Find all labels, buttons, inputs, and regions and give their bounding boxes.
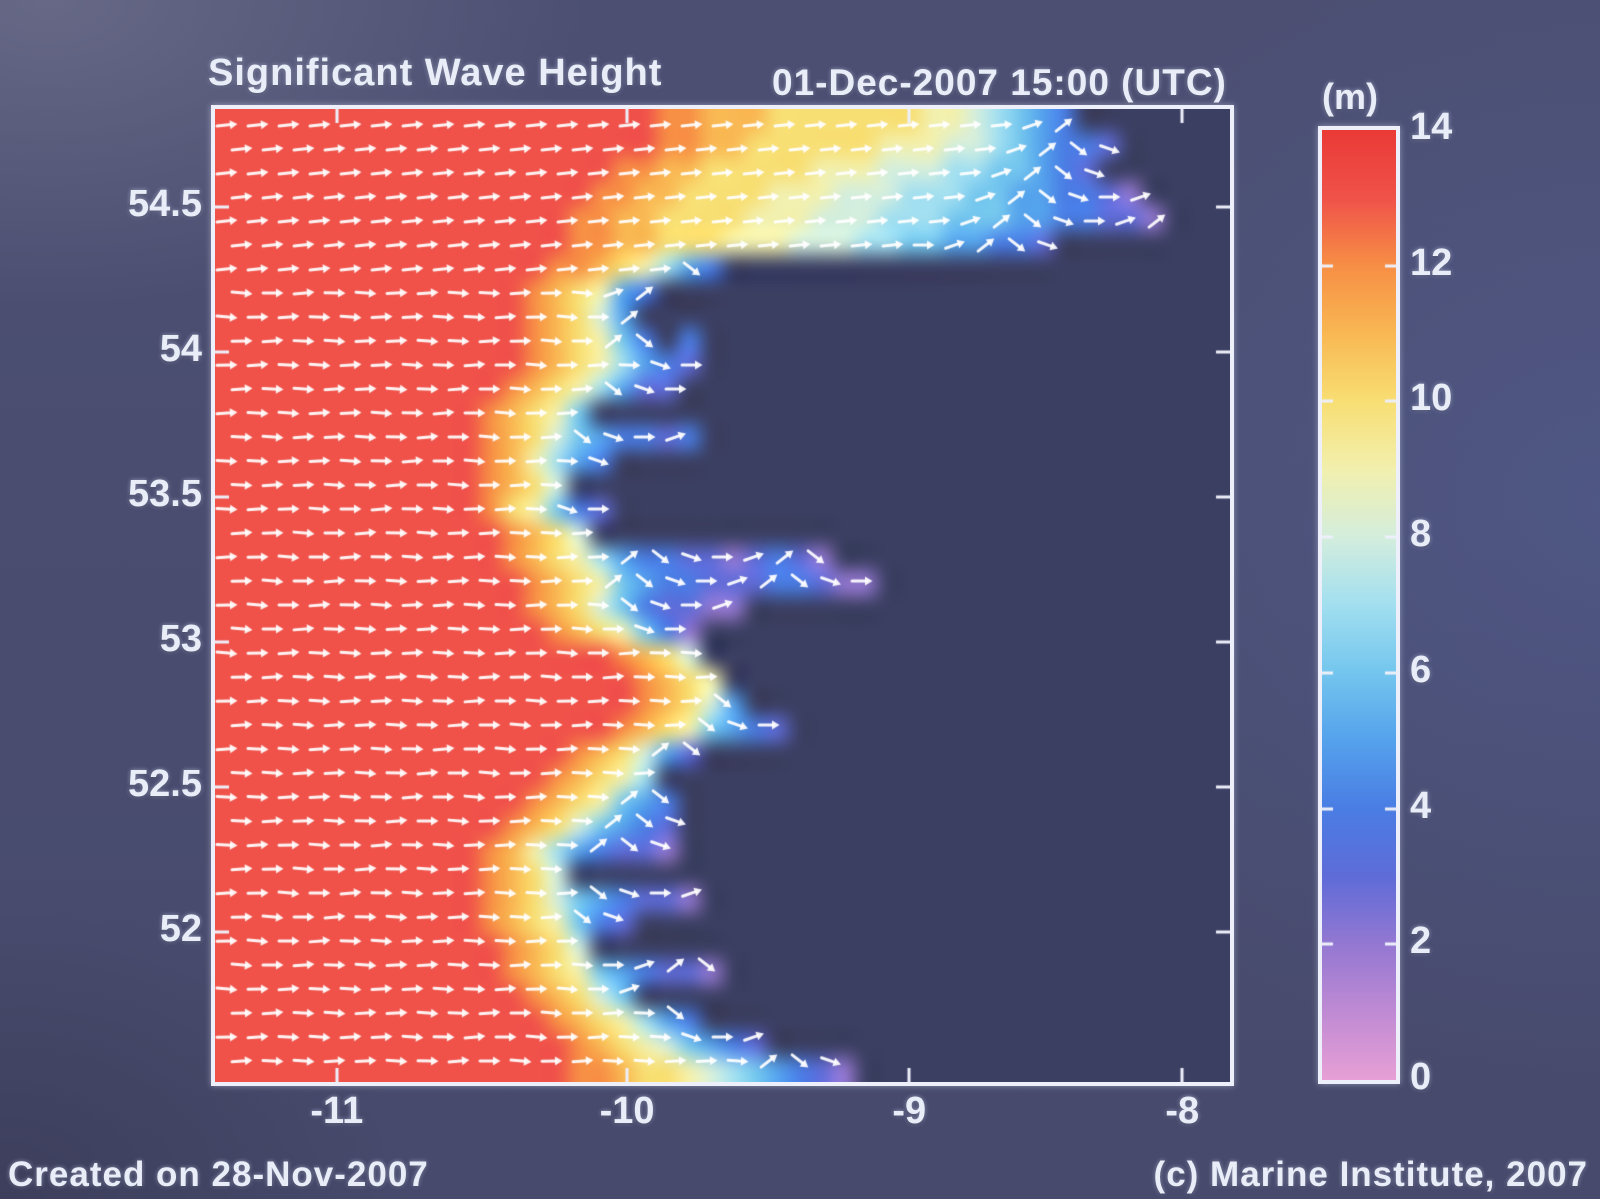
colorbar-tick-label: 12 <box>1410 241 1453 284</box>
y-axis-tick-label: 54.5 <box>128 183 202 226</box>
timestamp-label: 01-Dec-2007 15:00 (UTC) <box>772 62 1227 103</box>
colorbar-unit-label: (m) <box>1322 76 1378 117</box>
y-axis-tick-label: 53.5 <box>128 473 202 516</box>
colorbar-tick-label: 6 <box>1410 648 1432 691</box>
colorbar-tick-label: 2 <box>1410 920 1432 963</box>
colorbar-border <box>1318 126 1400 1084</box>
colorbar-canvas <box>1322 130 1396 1080</box>
colorbar-tick-label: 14 <box>1410 106 1453 148</box>
x-axis-tick-label: -9 <box>892 1090 927 1132</box>
page-title: Significant Wave Height <box>208 52 663 94</box>
y-axis-tick-label: 52 <box>159 908 202 951</box>
copyright-label: (c) Marine Institute, 2007 <box>1153 1155 1588 1194</box>
x-axis-tick-label: -11 <box>310 1090 364 1132</box>
colorbar-tick-label: 4 <box>1410 784 1432 827</box>
colorbar-tick-label: 0 <box>1410 1056 1432 1098</box>
plot-border <box>211 105 1234 1086</box>
y-axis-tick-label: 52.5 <box>128 763 202 806</box>
colorbar-tick-label: 10 <box>1410 377 1453 420</box>
y-axis-tick-label: 54 <box>159 328 202 371</box>
x-axis-tick-label: -10 <box>599 1090 655 1132</box>
created-date-label: Created on 28-Nov-2007 <box>8 1155 429 1194</box>
colorbar-tick-label: 8 <box>1410 513 1432 556</box>
wave-height-map-canvas <box>215 109 1230 1082</box>
x-axis-tick-label: -8 <box>1165 1090 1200 1132</box>
y-axis-tick-label: 53 <box>159 618 202 661</box>
